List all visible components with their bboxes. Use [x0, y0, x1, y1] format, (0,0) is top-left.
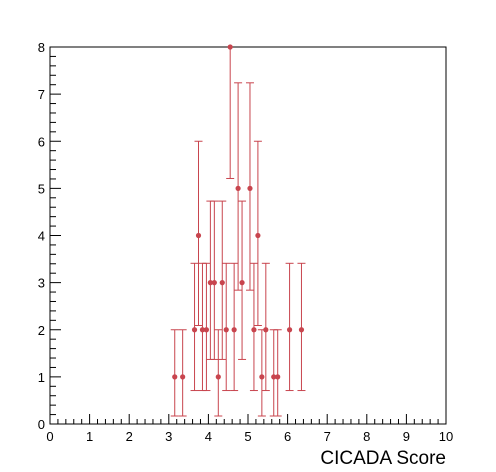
data-point: [273, 329, 282, 417]
data-point: [253, 140, 262, 327]
point-marker: [199, 327, 206, 333]
point-marker: [247, 185, 253, 191]
y-axis-ticks: [50, 46, 61, 425]
x-axis-ticks: [49, 414, 447, 424]
data-point: [214, 329, 223, 417]
point-marker: [263, 327, 269, 333]
point-marker: [219, 280, 225, 286]
data-point: [178, 329, 187, 417]
y-tick-label: 6: [38, 134, 45, 149]
data-point: [269, 329, 278, 417]
point-marker: [255, 232, 261, 239]
point-marker: [207, 280, 213, 286]
data-point: [257, 329, 266, 417]
point-marker: [298, 327, 305, 333]
point-marker: [231, 327, 237, 333]
y-tick-label: 4: [38, 229, 45, 244]
x-axis-tick-labels: 0 1 2 3 4 5 6 7 8 9 10: [46, 429, 453, 444]
point-marker: [271, 374, 277, 380]
data-point: [202, 262, 211, 392]
plot-frame: [49, 46, 447, 425]
point-marker: [275, 374, 281, 380]
y-axis-tick-labels: 0 1 2 3 4 5 6 7 8: [38, 40, 45, 432]
data-point: [245, 82, 254, 291]
x-tick-label: 2: [126, 429, 133, 444]
data-point: [234, 82, 243, 291]
x-tick-label: 5: [244, 429, 251, 444]
data-point: [238, 200, 247, 360]
x-tick-label: 3: [165, 429, 172, 444]
data-point: [285, 262, 294, 392]
data-point: [230, 262, 239, 392]
y-tick-label: 3: [38, 276, 45, 291]
point-marker: [191, 327, 198, 333]
y-tick-label: 8: [38, 40, 45, 55]
data-point: [297, 262, 306, 392]
point-marker: [251, 327, 257, 333]
point-marker: [211, 280, 217, 286]
x-axis-title: CICADA Score: [320, 448, 446, 469]
data-point: [170, 329, 179, 417]
data-point: [261, 262, 270, 392]
data-point: [249, 262, 258, 392]
point-marker: [239, 280, 245, 286]
y-tick-label: 5: [38, 181, 45, 196]
x-tick-label: 9: [403, 429, 410, 444]
point-marker: [223, 327, 229, 333]
data-point: [226, 44, 235, 179]
x-tick-label: 10: [439, 429, 453, 444]
point-marker: [259, 374, 265, 380]
data-point: [210, 200, 219, 360]
point-marker: [286, 327, 293, 333]
data-point: [190, 262, 199, 392]
data-points: [170, 44, 306, 417]
x-tick-label: 4: [205, 429, 212, 444]
data-point: [206, 200, 215, 360]
x-tick-label: 6: [284, 429, 291, 444]
data-point: [198, 262, 207, 392]
y-tick-label: 1: [38, 370, 45, 385]
data-point: [194, 140, 203, 327]
x-tick-label: 1: [86, 429, 93, 444]
point-marker: [172, 374, 178, 380]
point-marker: [215, 374, 221, 380]
point-marker: [227, 44, 233, 50]
y-tick-label: 0: [38, 417, 45, 432]
x-tick-label: 8: [363, 429, 370, 444]
data-point: [218, 200, 227, 360]
y-tick-label: 2: [38, 323, 45, 338]
point-marker: [180, 374, 186, 380]
point-marker: [203, 327, 210, 333]
data-point: [222, 262, 231, 392]
point-marker: [195, 232, 202, 239]
x-tick-label: 7: [324, 429, 331, 444]
x-tick-label: 0: [46, 429, 53, 444]
point-marker: [235, 185, 241, 191]
y-tick-label: 7: [38, 87, 45, 102]
